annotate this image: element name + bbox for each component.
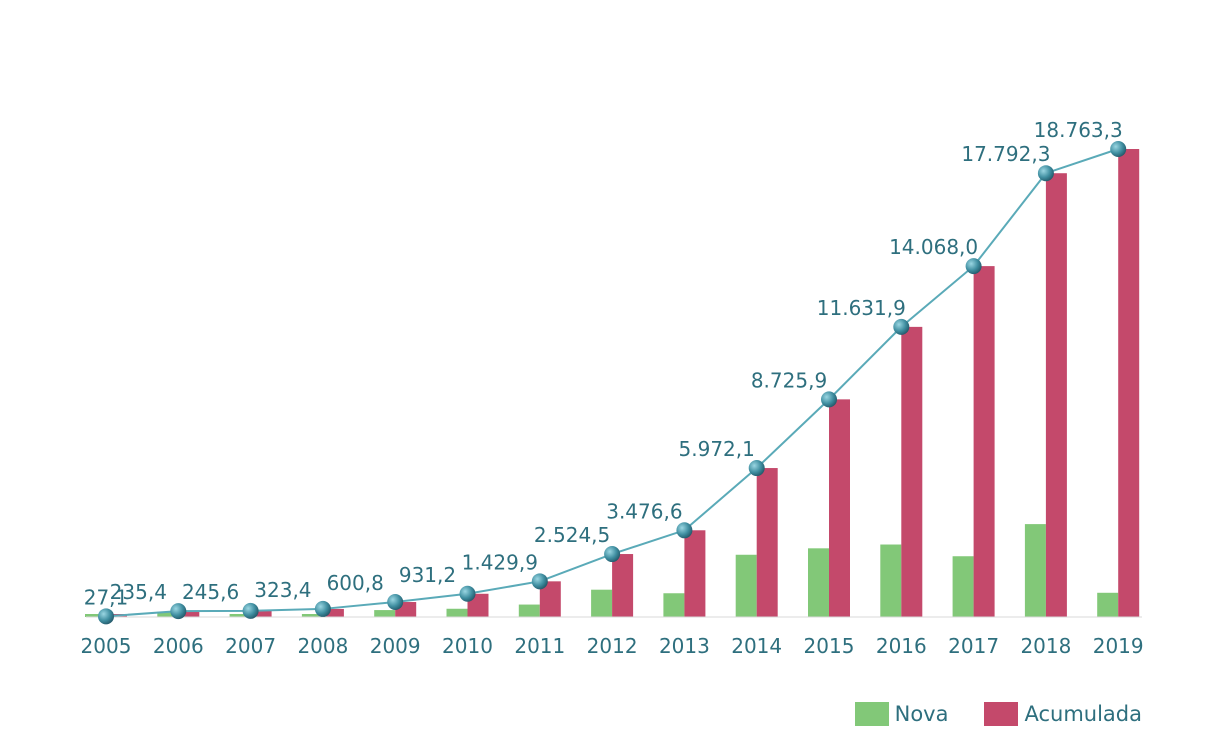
x-tick-2017: 2017 (948, 634, 999, 658)
data-label-2010: 931,2 (399, 563, 456, 587)
data-label-2017: 14.068,0 (889, 235, 978, 259)
point-acumulada-2008 (314, 600, 331, 617)
data-label-2014: 5.972,1 (679, 437, 755, 461)
bar-nova-2009 (374, 610, 396, 617)
bar-nova-2010 (446, 608, 468, 617)
x-tick-2019: 2019 (1093, 634, 1144, 658)
bar-acumulada-2018 (1045, 173, 1067, 617)
data-label-2008: 323,4 (254, 578, 311, 602)
point-acumulada-2006 (170, 603, 187, 620)
legend-label-acumulada: Acumulada (1024, 702, 1142, 726)
point-acumulada-2015 (821, 391, 837, 408)
x-tick-2005: 2005 (81, 634, 132, 658)
bar-nova-2005 (85, 614, 106, 617)
bar-acumulada-2019 (1118, 149, 1140, 617)
bar-acumulada-2012 (612, 554, 634, 617)
point-acumulada-2017 (965, 258, 982, 275)
bars-layer (85, 149, 1140, 617)
bar-nova-2013 (663, 593, 685, 617)
point-acumulada-2012 (604, 546, 621, 563)
bar-nova-2014 (735, 554, 757, 617)
x-tick-2014: 2014 (731, 634, 782, 658)
x-tick-labels: 2005 2006 2007 2008 2009 2010 2011 2012 2013 2014… (81, 634, 1144, 658)
bar-acumulada-2006 (178, 611, 200, 617)
bar-acumulada-2011 (539, 581, 561, 617)
line-layer (98, 141, 1127, 625)
bar-nova-2006 (157, 611, 179, 617)
data-label-2015: 8.725,9 (751, 368, 827, 392)
bar-nova-2015 (808, 548, 829, 617)
x-tick-2018: 2018 (1020, 634, 1071, 658)
point-acumulada-2011 (531, 573, 548, 590)
legend: Nova Acumulada (854, 702, 1142, 726)
bar-nova-2007 (229, 614, 251, 617)
point-acumulada-2010 (459, 585, 476, 602)
data-label-2012: 2.524,5 (534, 523, 610, 547)
point-acumulada-2005 (98, 608, 114, 625)
bar-acumulada-2007 (250, 610, 272, 617)
bar-nova-2008 (301, 614, 323, 617)
data-label-2019: 18.763,3 (1034, 118, 1123, 142)
bar-nova-2019 (1097, 592, 1119, 617)
x-tick-2013: 2013 (659, 634, 710, 658)
x-tick-2006: 2006 (153, 634, 204, 658)
data-label-2007: 245,6 (182, 580, 239, 604)
point-acumulada-2016 (893, 318, 910, 335)
point-acumulada-2009 (387, 594, 404, 611)
data-label-2011: 1.429,9 (462, 550, 538, 574)
legend-label-nova: Nova (894, 702, 949, 726)
data-label-2013: 3.476,6 (606, 499, 682, 523)
x-tick-2011: 2011 (514, 634, 565, 658)
x-tick-2012: 2012 (587, 634, 638, 658)
data-label-2005: 27,1 (84, 585, 129, 609)
data-label-2016: 11.631,9 (817, 296, 906, 320)
legend-swatch-acumulada (984, 702, 1019, 726)
point-acumulada-2014 (748, 460, 765, 477)
bar-acumulada-2015 (829, 399, 850, 617)
bar-acumulada-2017 (973, 266, 995, 617)
bar-nova-2018 (1024, 524, 1046, 617)
bar-acumulada-2016 (901, 326, 923, 617)
bar-nova-2017 (952, 556, 974, 617)
bar-nova-2012 (591, 589, 613, 617)
legend-swatch-nova (854, 702, 889, 726)
bar-nova-2011 (518, 604, 540, 617)
point-acumulada-2019 (1110, 141, 1127, 157)
x-tick-2016: 2016 (876, 634, 927, 658)
bar-acumulada-2013 (684, 530, 706, 617)
bar-acumulada-2014 (756, 468, 778, 617)
point-acumulada-2018 (1037, 165, 1054, 182)
data-label-2009: 600,8 (327, 571, 384, 595)
point-acumulada-2007 (242, 602, 259, 619)
data-label-2018: 17.792,3 (961, 142, 1050, 166)
legend-item-nova: Nova (854, 702, 949, 726)
data-label-2006: 235,4 (110, 580, 167, 604)
point-acumulada-2013 (676, 522, 693, 539)
bar-acumulada-2008 (322, 608, 344, 617)
x-tick-2009: 2009 (370, 634, 421, 658)
x-tick-2010: 2010 (442, 634, 493, 658)
x-tick-2007: 2007 (225, 634, 276, 658)
x-tick-2015: 2015 (804, 634, 855, 658)
x-tick-2008: 2008 (297, 634, 348, 658)
legend-item-acumulada: Acumulada (984, 702, 1142, 726)
bar-nova-2016 (880, 544, 902, 617)
